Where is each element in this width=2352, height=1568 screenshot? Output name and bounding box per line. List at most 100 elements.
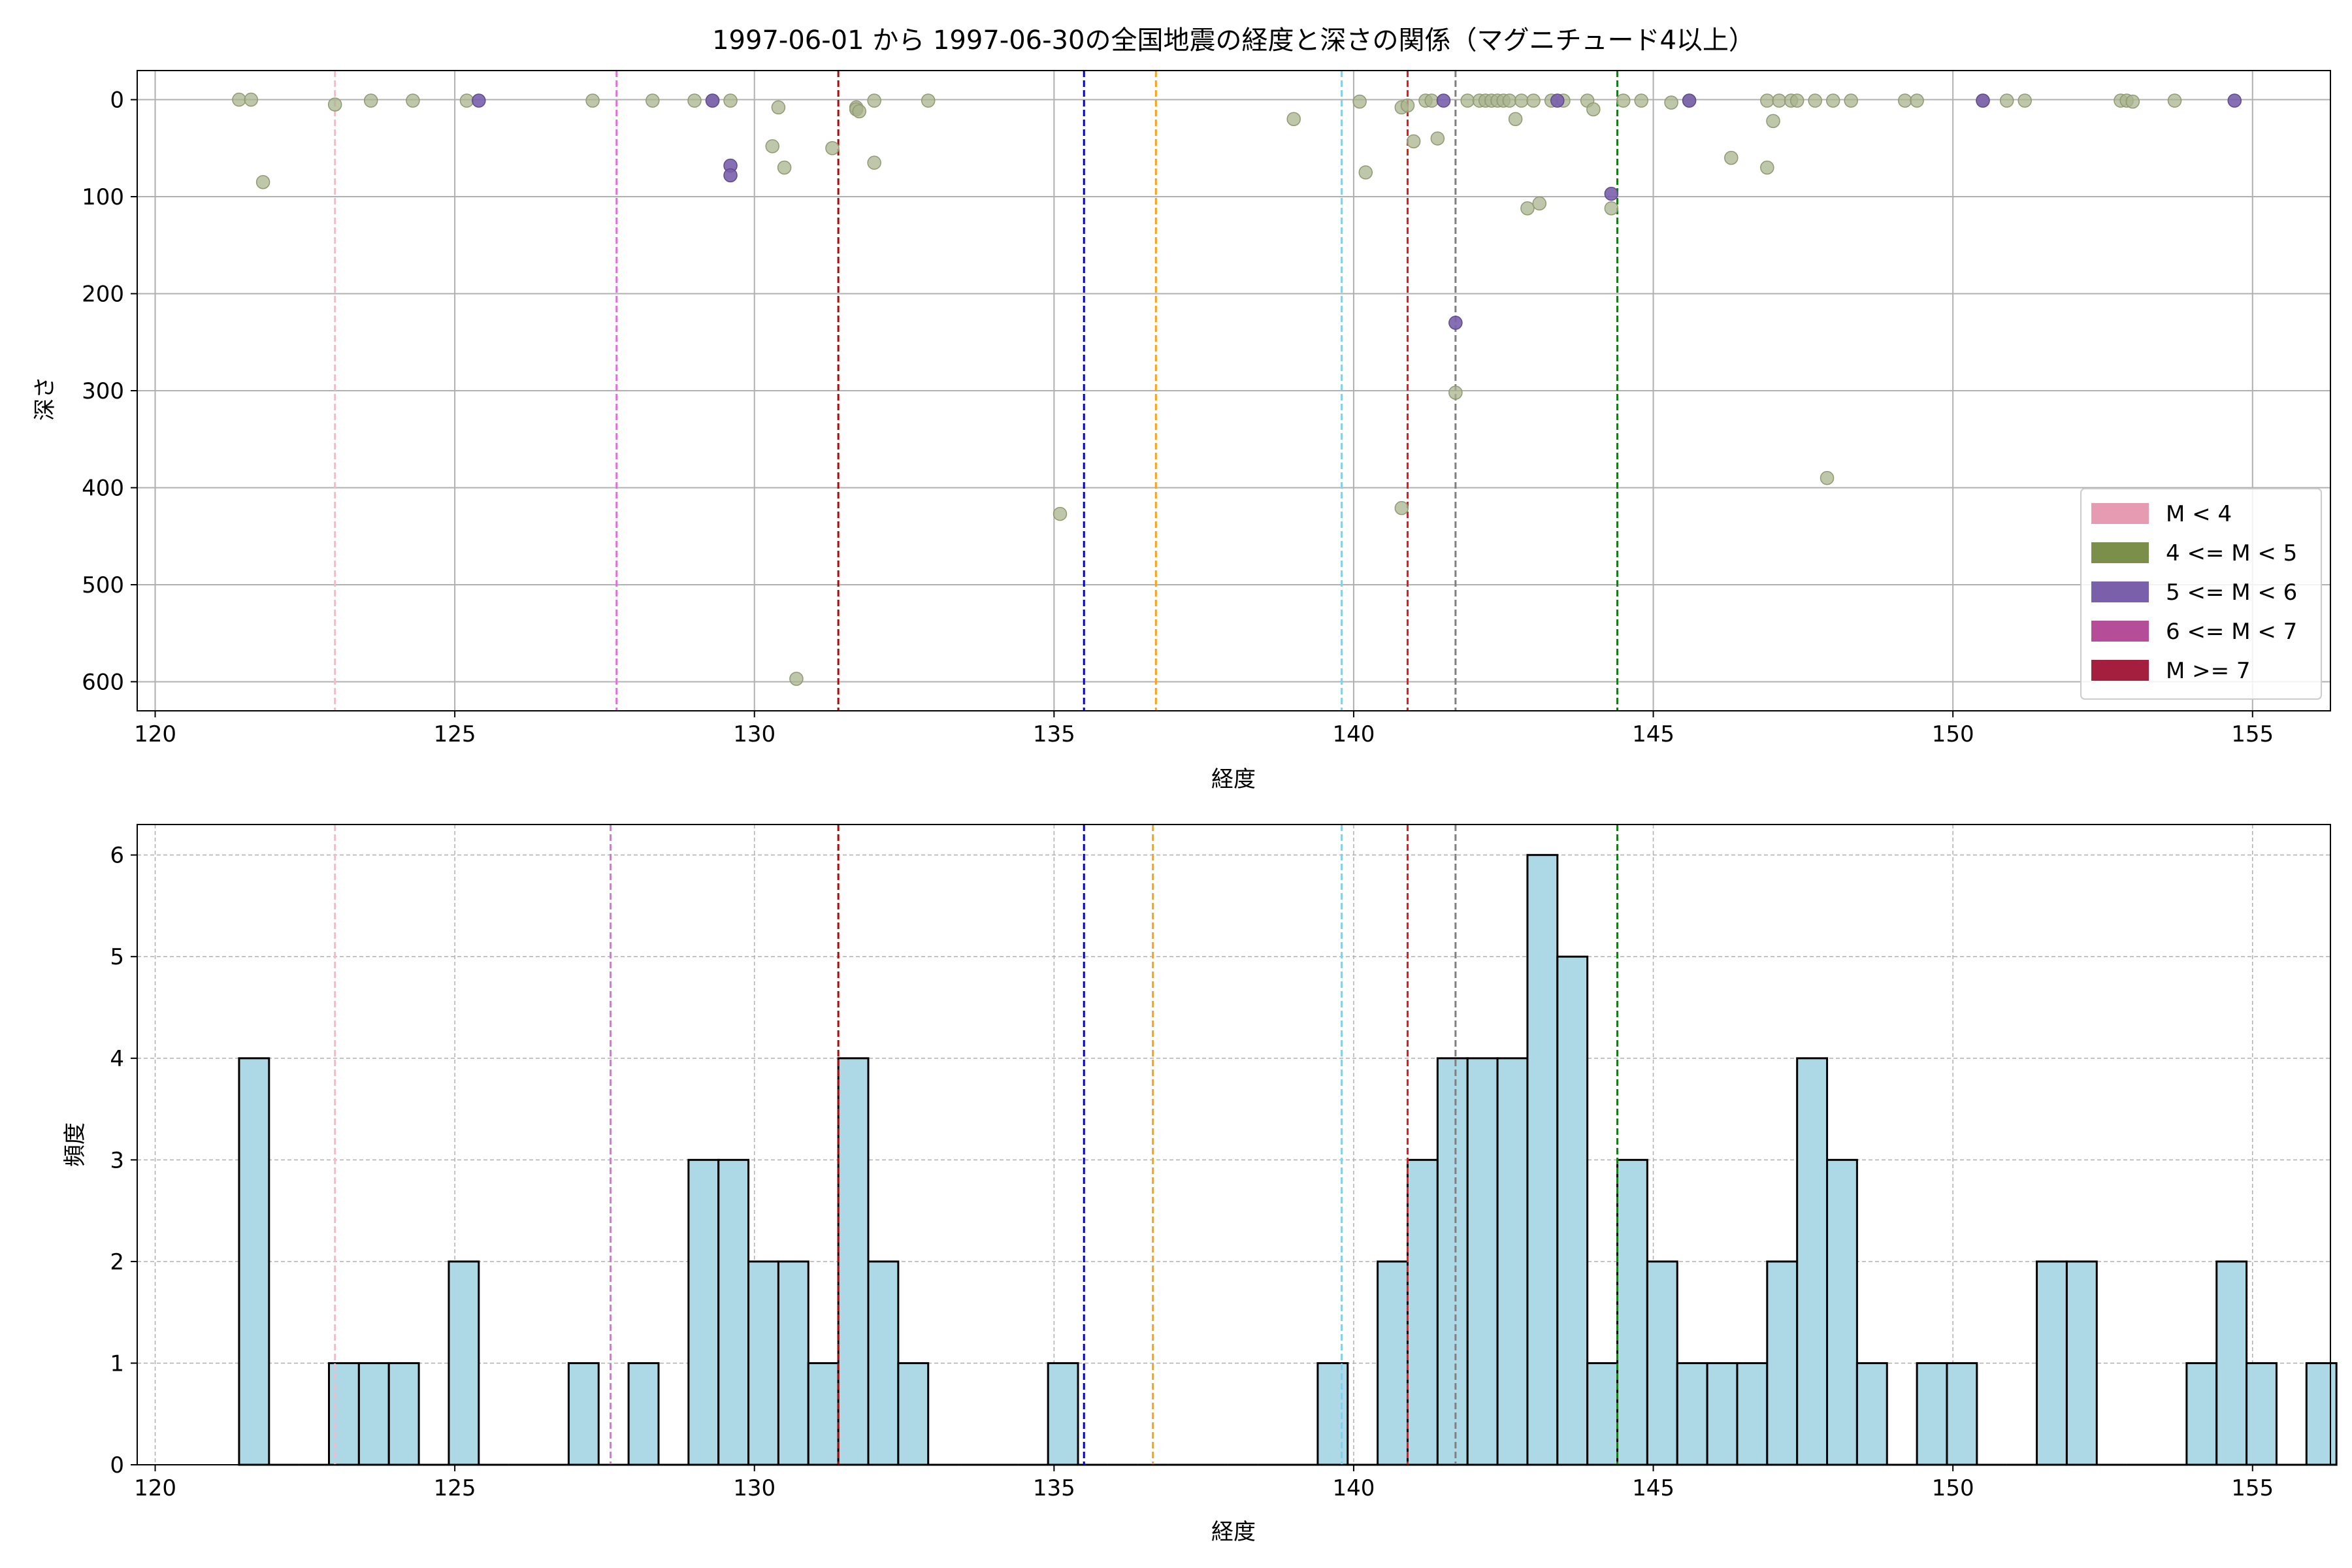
data-point xyxy=(1898,93,1912,108)
y-tick-label: 5 xyxy=(110,944,124,970)
histogram-bars xyxy=(238,854,2338,1466)
histogram-bar xyxy=(1826,1158,1858,1466)
data-point xyxy=(825,141,840,155)
histogram-bar xyxy=(747,1260,779,1466)
data-point xyxy=(1910,93,1924,108)
histogram-bar xyxy=(717,1158,750,1466)
x-ticks-hist: 120 125 130 135 140 145 150 155 xyxy=(134,1465,2274,1501)
data-point xyxy=(472,93,486,108)
x-tick-label: 150 xyxy=(1932,721,1974,747)
y-tick-label: 6 xyxy=(110,843,124,869)
histogram-bar xyxy=(2036,1260,2068,1466)
y-tick-label: 3 xyxy=(110,1147,124,1173)
data-point xyxy=(1825,93,1840,108)
y-tick-label: 400 xyxy=(82,475,124,501)
histogram-panel: 経度 頻度 120 125 130 135 140 145 150 155 0 1 2 3 4 5 6 xyxy=(62,824,2338,1545)
legend-swatch xyxy=(2091,660,2149,681)
y-tick-label: 1 xyxy=(110,1350,124,1377)
histogram-bar xyxy=(1526,854,1559,1466)
data-point xyxy=(1766,114,1780,128)
histogram-bar xyxy=(2185,1362,2218,1466)
data-point xyxy=(1976,93,1990,108)
legend-swatch xyxy=(2091,542,2149,563)
histogram-bar xyxy=(1916,1362,1948,1466)
x-tick-label: 125 xyxy=(434,721,476,747)
data-point xyxy=(1808,93,1822,108)
data-point xyxy=(459,93,474,108)
data-point xyxy=(1550,93,1565,108)
histogram-bar xyxy=(387,1362,420,1466)
x-tick-label: 135 xyxy=(1033,721,1075,747)
data-point xyxy=(705,93,720,108)
x-tick-label: 120 xyxy=(134,721,176,747)
data-point xyxy=(867,155,881,170)
x-axis-label: 経度 xyxy=(1211,766,1256,792)
data-point xyxy=(2017,93,2032,108)
histogram-bar xyxy=(2246,1362,2278,1466)
histogram-bar xyxy=(1316,1362,1349,1466)
data-point xyxy=(1760,160,1774,175)
data-point xyxy=(1400,98,1415,113)
data-point xyxy=(1820,470,1835,485)
x-tick-label: 130 xyxy=(733,1475,776,1501)
y-tick-label: 4 xyxy=(110,1046,124,1072)
data-point xyxy=(765,139,779,154)
legend-swatch xyxy=(2091,581,2149,602)
data-point xyxy=(1460,93,1475,108)
data-point xyxy=(1772,93,1786,108)
data-point xyxy=(645,93,660,108)
x-tick-label: 155 xyxy=(2231,721,2274,747)
data-point xyxy=(1682,93,1697,108)
y-tick-label: 0 xyxy=(110,1452,124,1478)
chart-title: 1997-06-01 から 1997-06-30の全国地震の経度と深さの関係（マ… xyxy=(712,25,1755,56)
data-point xyxy=(1586,102,1601,117)
data-point xyxy=(2167,93,2182,108)
histogram-bar xyxy=(1646,1260,1678,1466)
data-point xyxy=(1406,134,1421,149)
y-ticks-hist: 0 1 2 3 4 5 6 xyxy=(110,843,137,1478)
data-point xyxy=(1286,112,1301,126)
scatter-panel: 1997-06-01 から 1997-06-30の全国地震の経度と深さの関係（マ… xyxy=(32,25,2331,792)
histogram-bar xyxy=(807,1362,840,1466)
data-point xyxy=(1999,93,2014,108)
y-tick-label: 300 xyxy=(82,378,124,404)
y-tick-label: 0 xyxy=(110,88,124,114)
legend-box xyxy=(2080,488,2322,700)
histogram-bar xyxy=(2065,1260,2098,1466)
histogram-bar xyxy=(1047,1362,1079,1466)
data-point xyxy=(1448,316,1463,330)
data-point xyxy=(1604,186,1619,201)
data-point xyxy=(255,175,270,189)
histogram-bar xyxy=(1616,1158,1648,1466)
data-point xyxy=(1664,95,1678,110)
histogram-bar xyxy=(448,1260,480,1466)
histogram-bar xyxy=(1766,1260,1799,1466)
data-point xyxy=(1789,93,1805,108)
data-point xyxy=(1430,131,1445,146)
histogram-bar xyxy=(1406,1158,1439,1466)
data-point xyxy=(1604,201,1619,216)
histogram-bar xyxy=(777,1260,809,1466)
y-tick-label: 600 xyxy=(82,669,124,695)
reference-lines-hist xyxy=(334,825,1619,1465)
histogram-bar xyxy=(1466,1057,1499,1466)
data-point xyxy=(2227,93,2242,108)
reference-lines xyxy=(334,71,1619,711)
x-tick-label: 125 xyxy=(434,1475,476,1501)
data-point xyxy=(1053,506,1068,521)
gridlines xyxy=(137,71,2330,711)
plot-frame-hist xyxy=(137,824,2331,1465)
histogram-bar xyxy=(2305,1362,2338,1466)
data-point xyxy=(1724,150,1739,165)
data-point xyxy=(723,93,738,108)
data-point xyxy=(777,160,792,175)
data-point xyxy=(1448,385,1463,400)
data-point xyxy=(921,93,936,108)
histogram-bar xyxy=(837,1057,870,1466)
data-point xyxy=(1394,500,1409,515)
x-ticks: 120 125 130 135 140 145 150 155 xyxy=(134,711,2274,747)
data-point xyxy=(1634,93,1648,108)
histogram-bar xyxy=(357,1362,390,1466)
data-point xyxy=(1844,93,1858,108)
histogram-bar xyxy=(687,1158,720,1466)
